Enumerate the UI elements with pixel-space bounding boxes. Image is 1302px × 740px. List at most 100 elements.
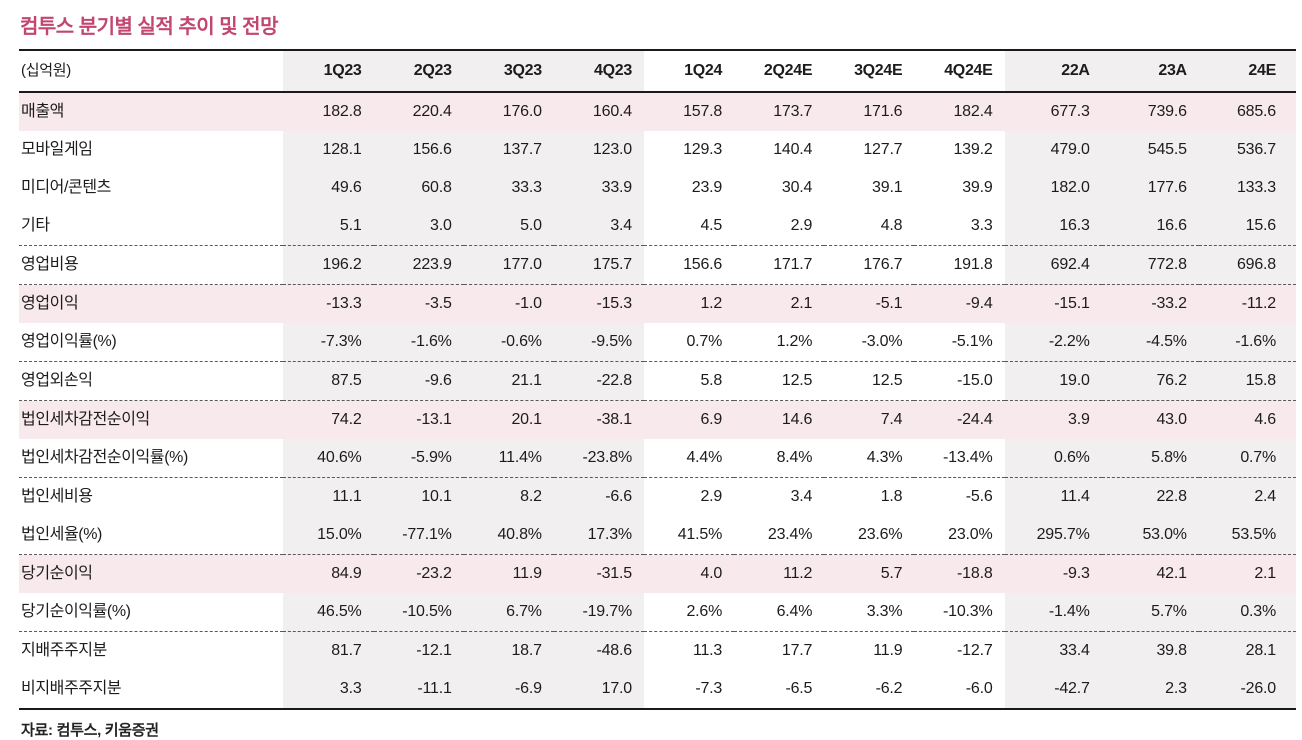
cell: -48.6	[553, 631, 644, 670]
cell: 76.2	[1101, 361, 1199, 401]
cell: -1.6%	[373, 323, 464, 362]
cell: 5.7%	[1101, 593, 1199, 632]
cell: -26.0	[1198, 670, 1296, 709]
cell: 123.0	[553, 131, 644, 169]
table-row: 영업이익 -13.3 -3.5 -1.0 -15.3 1.2 2.1 -5.1 -9.4 -15.…	[19, 284, 1296, 323]
cell: -7.3%	[283, 323, 374, 362]
cell: 295.7%	[1004, 516, 1102, 555]
cell: 5.7	[824, 554, 915, 593]
column-header: 1Q23	[283, 50, 374, 93]
column-header: 2Q23	[373, 50, 464, 93]
cell: 696.8	[1198, 245, 1296, 285]
cell: 53.5%	[1198, 516, 1296, 555]
cell: 2.3	[1101, 670, 1199, 709]
cell: -23.2	[373, 554, 464, 593]
table-row: 법인세차감전순이익 74.2 -13.1 20.1 -38.1 6.9 14.6 7.4 -24…	[19, 400, 1296, 439]
column-header: 2Q24E	[734, 50, 825, 93]
row-label: 기타	[21, 217, 50, 234]
cell: 182.8	[283, 92, 374, 131]
cell: 127.7	[863, 141, 903, 158]
cell: 17.7	[734, 631, 825, 670]
cell: -77.1%	[373, 516, 464, 555]
cell: -10.5%	[373, 593, 464, 632]
cell: 4.6	[1198, 400, 1296, 439]
cell: 2.4	[1198, 477, 1296, 516]
cell: 23.9	[691, 179, 723, 196]
cell: 2.6%	[686, 603, 723, 620]
cell: -2.2%	[1004, 323, 1102, 362]
cell: -11.1	[373, 670, 464, 709]
cell: -12.7	[914, 631, 1005, 670]
cell: -13.4%	[943, 449, 993, 466]
cell: -1.6%	[1198, 323, 1296, 362]
cell: 60.8	[373, 169, 464, 207]
cell: 4.3%	[866, 449, 903, 466]
row-label: 지배주주지분	[19, 631, 284, 670]
cell: 1.8	[824, 477, 915, 516]
cell: 5.1	[283, 207, 374, 246]
table-row: 법인세비용 11.1 10.1 8.2 -6.6 2.9 3.4 1.8 -5.6 11.4 22.…	[19, 477, 1296, 516]
cell: -5.9%	[373, 439, 464, 478]
cell: 39.8	[1101, 631, 1199, 670]
cell: 137.7	[463, 131, 554, 169]
table-row: 당기순이익 84.9 -23.2 11.9 -31.5 4.0 11.2 5.7 -18.8 -9…	[19, 554, 1296, 593]
cell: -5.6	[914, 477, 1005, 516]
cell: -13.3	[283, 284, 374, 323]
unit-label: (십억원)	[19, 50, 284, 93]
column-header: 1Q24	[643, 50, 735, 93]
table-row: 지배주주지분 81.7 -12.1 18.7 -48.6 11.3 17.7 11.9 -12.…	[19, 631, 1296, 670]
row-label: 법인세차감전순이익률(%)	[21, 449, 188, 466]
cell: 133.3	[1198, 169, 1296, 207]
cell: -6.9	[463, 670, 554, 709]
table-row: 매출액 182.8 220.4 176.0 160.4 157.8 173.7 171.6 18…	[19, 92, 1296, 131]
row-label: 법인세비용	[19, 477, 284, 516]
cell: 30.4	[781, 179, 813, 196]
cell: 692.4	[1004, 245, 1102, 285]
row-label: 비지배주주지분	[21, 680, 122, 697]
cell: 11.3	[643, 631, 735, 670]
cell: 6.7%	[463, 593, 554, 632]
cell: -23.8%	[553, 439, 644, 478]
cell: 14.6	[734, 400, 825, 439]
cell: 177.0	[463, 245, 554, 285]
table-row: 영업외손익 87.5 -9.6 21.1 -22.8 5.8 12.5 12.5 -15.0 19…	[19, 361, 1296, 401]
cell: -38.1	[553, 400, 644, 439]
page-title: 컴투스 분기별 실적 추이 및 전망	[20, 16, 278, 38]
cell: 220.4	[373, 92, 464, 131]
cell: 8.2	[463, 477, 554, 516]
cell: 22.8	[1101, 477, 1199, 516]
cell: 23.0%	[948, 526, 993, 543]
cell: 15.6	[1198, 207, 1296, 246]
row-label: 영업비용	[19, 245, 284, 285]
cell: 182.0	[1004, 169, 1102, 207]
cell: 129.3	[683, 141, 723, 158]
table-row: 법인세율(%) 15.0% -77.1% 40.8% 17.3% 41.5% 23.4% 23…	[19, 516, 1296, 555]
row-label: 법인세율(%)	[21, 526, 102, 543]
cell: 11.9	[824, 631, 915, 670]
cell: -1.0	[463, 284, 554, 323]
cell: 176.7	[824, 245, 915, 285]
cell: -3.5	[373, 284, 464, 323]
cell: 23.4%	[767, 526, 813, 543]
cell: 2.1	[1198, 554, 1296, 593]
table-row: 영업비용 196.2 223.9 177.0 175.7 156.6 171.7 176.7 1…	[19, 245, 1296, 285]
cell: 4.5	[700, 217, 723, 234]
cell: 677.3	[1004, 92, 1102, 131]
cell: -6.0	[965, 680, 993, 697]
cell: 11.4%	[463, 439, 554, 478]
row-label: 당기순이익률(%)	[21, 603, 131, 620]
cell: -5.1	[824, 284, 915, 323]
cell: 182.4	[914, 92, 1005, 131]
column-header: 23A	[1101, 50, 1199, 93]
cell: 40.6%	[283, 439, 374, 478]
cell: 0.6%	[1004, 439, 1102, 478]
cell: 1.2%	[776, 333, 813, 350]
cell: 173.7	[734, 92, 825, 131]
cell: 19.0	[1004, 361, 1102, 401]
cell: 53.0%	[1101, 516, 1199, 555]
cell: 33.3	[463, 169, 554, 207]
cell: -9.5%	[553, 323, 644, 362]
cell: 49.6	[283, 169, 374, 207]
cell: 11.1	[283, 477, 374, 516]
cell: 171.6	[824, 92, 915, 131]
